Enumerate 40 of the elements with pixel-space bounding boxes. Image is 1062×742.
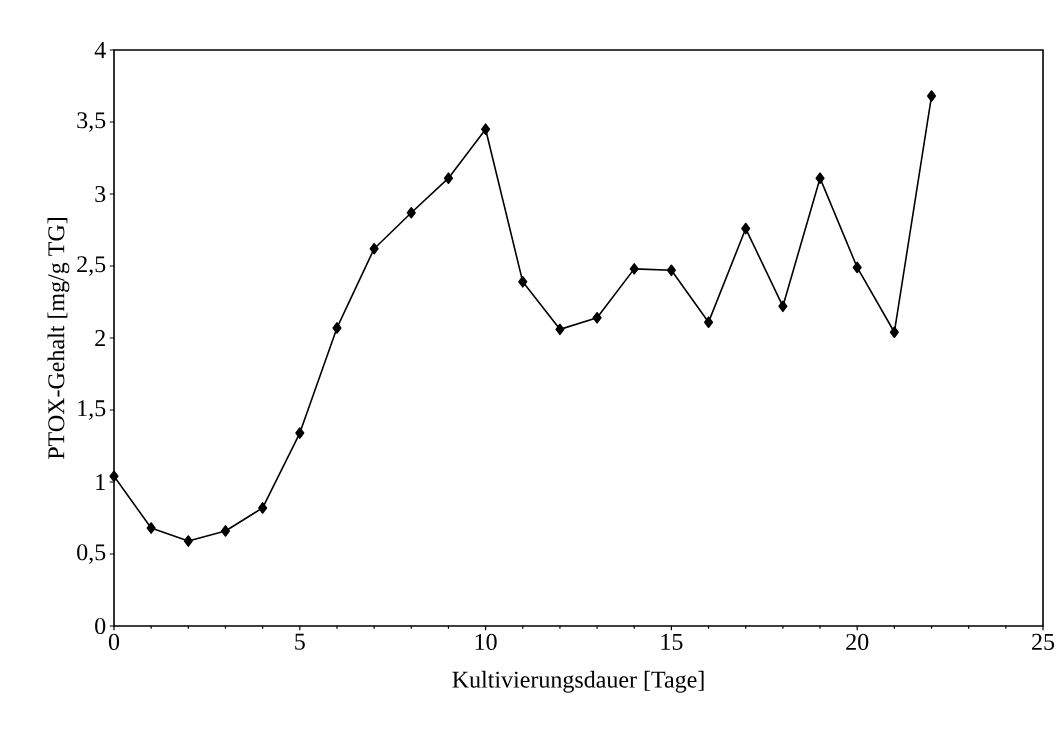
x-tick-label: 10	[475, 633, 497, 650]
point	[220, 525, 231, 537]
point	[889, 326, 899, 339]
point	[443, 172, 453, 184]
point	[666, 264, 676, 277]
point	[109, 470, 119, 483]
y-tick-label: 2,5	[77, 256, 106, 276]
point	[369, 242, 379, 255]
x-axis-title: Kultivierungsdauer [Tage]	[452, 670, 704, 693]
x-tick-label: 25	[1032, 633, 1055, 650]
y-tick-label: 4	[94, 42, 106, 58]
y-tick-label: 1	[96, 474, 105, 490]
point	[146, 522, 156, 534]
y-tick-label: 2	[95, 330, 105, 346]
y-tick-label: 3	[95, 185, 106, 203]
point	[852, 261, 862, 274]
y-axis-title: PTOX-Gehalt [mg/g TG]	[47, 218, 70, 460]
point	[258, 502, 268, 514]
y-tick-label: 3,5	[77, 112, 106, 132]
x-tick-label: 15	[661, 633, 683, 650]
point	[555, 323, 565, 336]
point	[926, 90, 937, 102]
x-tick-label: 0	[108, 633, 120, 650]
point	[406, 206, 416, 219]
point	[183, 535, 193, 547]
point	[295, 427, 305, 439]
y-tick-label: 0,5	[77, 544, 106, 564]
point	[741, 222, 751, 235]
x-tick-label: 20	[846, 633, 869, 650]
point	[629, 263, 639, 275]
point	[778, 300, 788, 313]
y-tick-label: 1,5	[78, 400, 106, 420]
point	[518, 276, 528, 288]
x-tick-label: 5	[295, 633, 305, 650]
point	[815, 172, 825, 184]
point	[704, 316, 714, 328]
point	[481, 123, 491, 135]
point	[592, 312, 602, 324]
y-tick-label: 0	[95, 617, 106, 635]
point	[332, 322, 342, 334]
